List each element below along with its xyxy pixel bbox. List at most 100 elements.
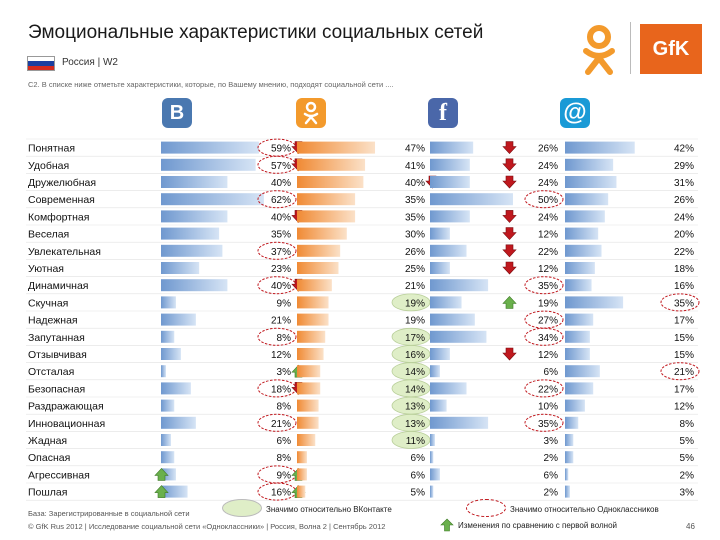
- mail-bar: [565, 468, 569, 481]
- mail-bar: [565, 296, 624, 309]
- fb-value-label: 12%: [538, 350, 558, 361]
- mail-bar: [565, 158, 614, 171]
- russia-flag-icon: [27, 56, 55, 71]
- fb-bar: [430, 279, 489, 292]
- mail-bar: [565, 313, 594, 326]
- mail-bar: [565, 227, 599, 240]
- ok-bar: [297, 193, 356, 206]
- vk-value-label: 8%: [277, 402, 292, 413]
- category-label: Инновационная: [28, 418, 105, 430]
- significance-red-ellipse: [660, 293, 700, 312]
- fb-bar: [430, 485, 434, 498]
- fb-bar: [430, 193, 513, 206]
- ok-value-label: 11%: [406, 436, 425, 447]
- arrow-up-icon: [502, 295, 517, 309]
- vk-bar: [161, 365, 166, 378]
- vk-bar: [161, 210, 228, 223]
- mail-value-label: 22%: [674, 247, 694, 258]
- mail-bar: [565, 279, 592, 292]
- fb-value-label: 10%: [538, 402, 558, 413]
- fb-value-label: 24%: [538, 178, 558, 189]
- arrow-down-icon: [502, 347, 517, 361]
- mail-bar: [565, 330, 590, 343]
- arrow-down-icon: [502, 175, 517, 189]
- category-label: Безопасная: [28, 383, 85, 395]
- vk-bar: [161, 434, 171, 446]
- fb-bar: [430, 382, 467, 395]
- fb-bar: [430, 365, 440, 378]
- mail-bar: [565, 141, 635, 154]
- mail-value-label: 21%: [674, 367, 694, 378]
- vk-value-label: 62%: [271, 195, 291, 206]
- ok-bar: [297, 434, 316, 446]
- vk-bar: [161, 416, 196, 429]
- ok-bar: [297, 330, 326, 343]
- category-label: Скучная: [28, 297, 68, 309]
- ok-value-label: 6%: [411, 453, 426, 464]
- mail-value-label: 24%: [674, 212, 694, 223]
- mail-ru-logo-icon: @: [560, 98, 590, 128]
- ok-value-label: 21%: [405, 281, 425, 292]
- fb-value-label: 2%: [544, 488, 559, 499]
- mail-bar: [565, 451, 574, 464]
- mail-value-label: 12%: [674, 402, 694, 413]
- footer-copyright: © GfK Rus 2012 | Исследование социальной…: [28, 522, 386, 531]
- significance-red-ellipse: [660, 362, 700, 381]
- vk-value-label: 40%: [271, 281, 291, 292]
- fb-bar: [430, 313, 475, 326]
- vk-bar: [161, 176, 228, 188]
- arrow-up-icon: [154, 485, 169, 498]
- arrow-down-icon: [502, 261, 517, 275]
- fb-bar: [430, 468, 440, 481]
- significance-red-ellipse: [257, 190, 297, 209]
- ok-value-label: 47%: [405, 144, 425, 155]
- fb-value-label: 6%: [544, 367, 559, 378]
- odnoklassniki-brand-icon: [578, 24, 620, 81]
- vk-value-label: 8%: [277, 453, 292, 464]
- mail-bar: [565, 176, 617, 188]
- mail-value-label: 5%: [680, 453, 695, 464]
- mail-value-label: 5%: [680, 436, 695, 447]
- mail-value-label: 8%: [680, 419, 695, 430]
- ok-value-label: 14%: [405, 384, 425, 395]
- category-label: Агрессивная: [28, 469, 90, 481]
- significance-red-ellipse: [257, 241, 297, 260]
- ok-bar: [297, 296, 329, 309]
- vk-value-label: 21%: [271, 316, 291, 327]
- arrow-down-icon: [502, 244, 517, 258]
- fb-bar: [430, 158, 470, 171]
- vk-bar: [161, 399, 175, 412]
- fb-value-label: 12%: [538, 230, 558, 241]
- ok-bar: [297, 244, 341, 257]
- fb-bar: [430, 416, 489, 429]
- vk-bar: [161, 227, 220, 240]
- facebook-logo-icon: f: [428, 98, 458, 128]
- ok-bar: [297, 365, 321, 378]
- vk-value-label: 18%: [271, 384, 291, 395]
- ok-value-label: 14%: [405, 367, 425, 378]
- vk-bar: [161, 262, 200, 274]
- ok-bar: [297, 416, 319, 429]
- category-label: Дружелюбная: [28, 177, 96, 189]
- vk-value-label: 9%: [277, 298, 292, 309]
- mail-bar: [565, 416, 579, 429]
- ok-bar: [297, 158, 366, 171]
- fb-value-label: 19%: [538, 298, 558, 309]
- mail-bar: [565, 348, 590, 360]
- fb-bar: [430, 141, 474, 154]
- vk-bar: [161, 348, 181, 360]
- category-label: Опасная: [28, 452, 70, 464]
- mail-bar: [565, 382, 594, 395]
- arrow-down-icon: [502, 158, 517, 172]
- vk-bar: [161, 244, 223, 257]
- vk-bar: [161, 193, 264, 206]
- vk-value-label: 3%: [277, 367, 292, 378]
- mail-bar: [565, 244, 602, 257]
- category-label: Увлекательная: [28, 246, 101, 258]
- ok-value-label: 13%: [405, 402, 425, 413]
- vk-value-label: 16%: [271, 488, 291, 499]
- fb-bar: [430, 296, 462, 309]
- fb-value-label: 3%: [544, 436, 559, 447]
- mail-value-label: 16%: [674, 281, 694, 292]
- mail-value-label: 15%: [674, 333, 694, 344]
